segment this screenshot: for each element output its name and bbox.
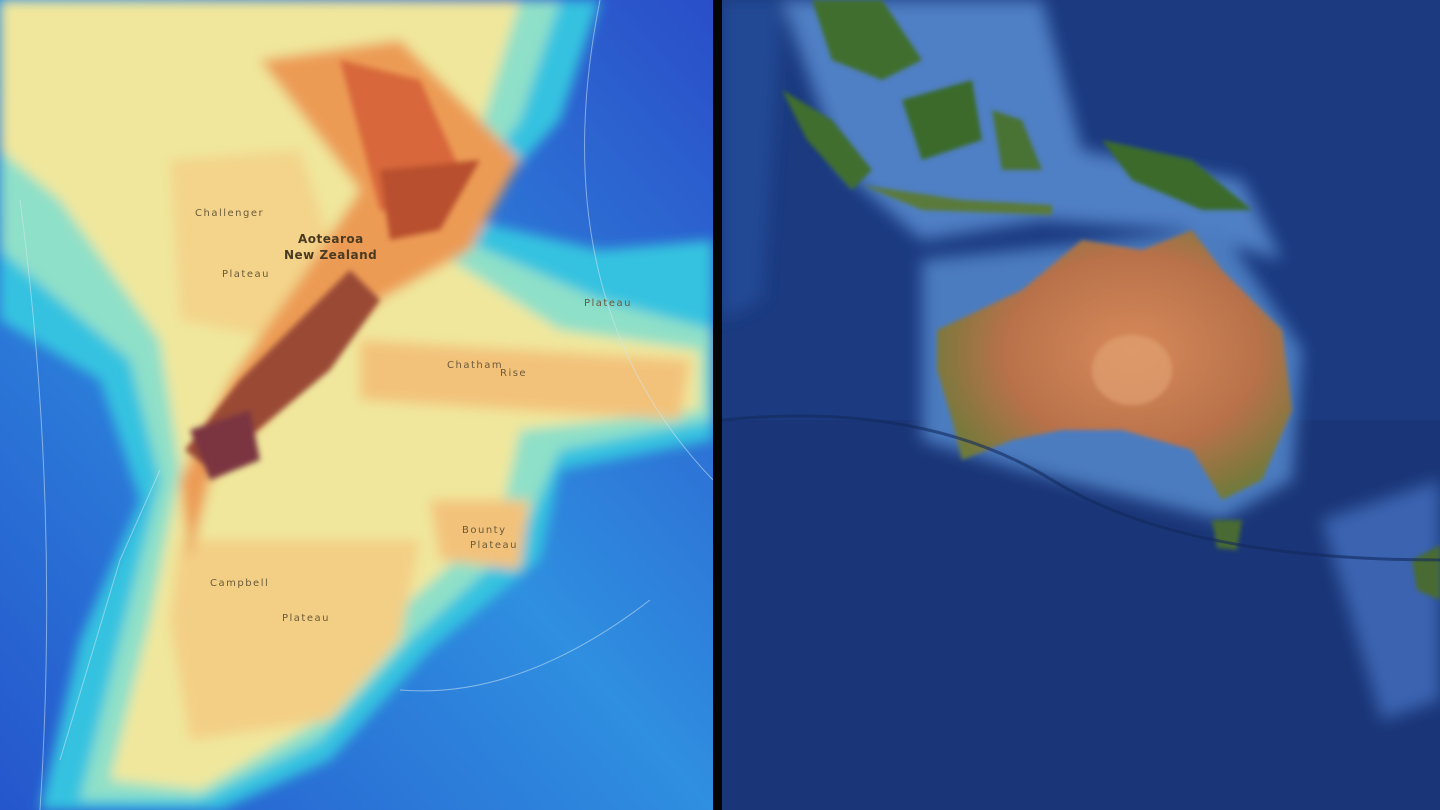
- label-new-zealand: New Zealand: [284, 248, 377, 262]
- label-hikurangi-plateau: Plateau: [584, 298, 632, 309]
- australia-satellite-map: [722, 0, 1440, 810]
- zealandia-bathymetric-map: Challenger Plateau Aotearoa New Zealand …: [0, 0, 713, 810]
- label-rise: Rise: [500, 368, 527, 379]
- label-bounty-plateau: Plateau: [470, 540, 518, 551]
- label-campbell: Campbell: [210, 578, 269, 589]
- label-challenger: Challenger: [195, 208, 264, 219]
- panel-divider: [713, 0, 722, 810]
- label-chatham: Chatham: [447, 360, 503, 371]
- label-bounty: Bounty: [462, 525, 507, 536]
- label-campbell-plateau: Plateau: [282, 613, 330, 624]
- label-aotearoa: Aotearoa: [298, 232, 364, 246]
- label-challenger-plateau: Plateau: [222, 269, 270, 280]
